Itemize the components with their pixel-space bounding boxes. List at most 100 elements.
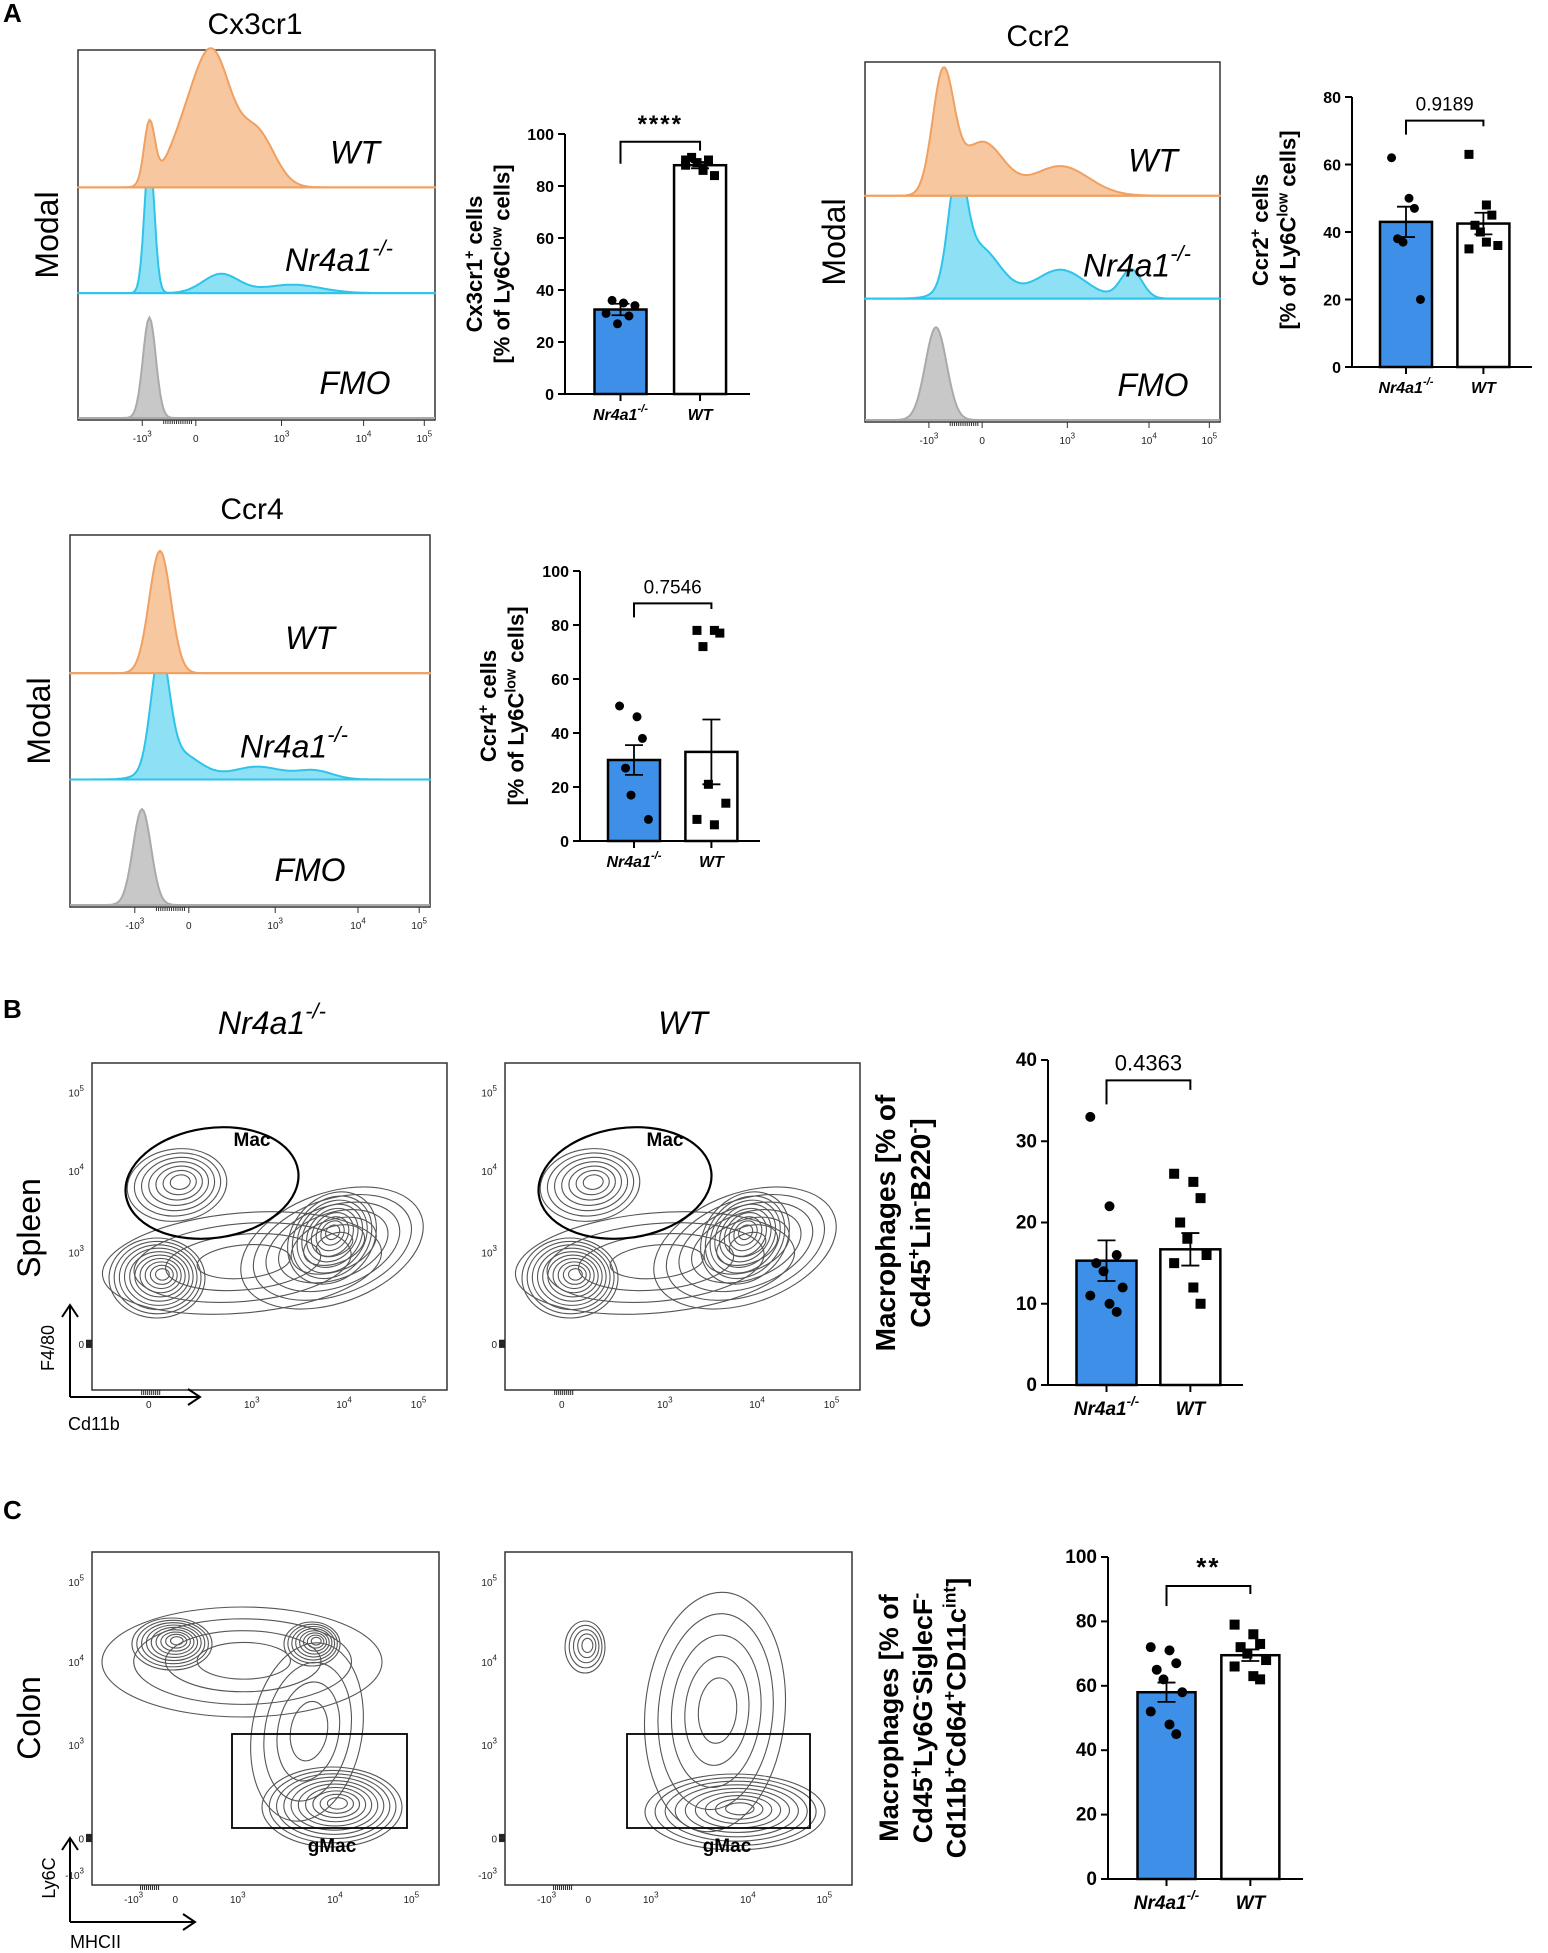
data-point <box>1164 1719 1175 1730</box>
y-tick-label: 40 <box>1076 1740 1097 1761</box>
contour-line <box>725 1802 755 1816</box>
data-point <box>1470 220 1480 230</box>
contour-line <box>148 1161 210 1206</box>
y-tick-label: 104 <box>481 1162 497 1178</box>
bar-nr4a1 <box>1136 1690 1197 1881</box>
data-point <box>1242 1648 1253 1659</box>
contour-line <box>297 1783 373 1827</box>
y-tick-label: 103 <box>481 1737 497 1753</box>
contour-line <box>557 1261 591 1290</box>
x-tick-label: 103 <box>274 429 290 445</box>
data-point <box>615 701 625 711</box>
contour-line <box>196 1641 292 1680</box>
contour-line <box>728 1216 763 1252</box>
contour-line <box>283 1776 385 1835</box>
significance-bracket <box>1105 1079 1192 1105</box>
contour-line <box>733 1220 758 1246</box>
x-tick-label: 104 <box>327 1890 343 1906</box>
y-tick-label: 105 <box>68 1084 84 1100</box>
significance-label: 0.7546 <box>644 577 702 598</box>
contour-line <box>126 1148 228 1222</box>
data-point <box>1151 1664 1162 1675</box>
data-point <box>1195 1193 1206 1204</box>
wt-label: WT <box>285 620 337 656</box>
contour-line <box>101 1211 383 1315</box>
y-tick-label: 105 <box>481 1084 497 1100</box>
contour-line <box>714 1203 777 1268</box>
contour-line <box>276 1681 341 1782</box>
contour-line <box>539 1148 641 1222</box>
contour-line <box>113 1240 202 1315</box>
contour-line <box>320 1220 345 1246</box>
contour-line <box>657 1613 774 1811</box>
y-tick-label: 103 <box>68 1737 84 1753</box>
data-point <box>698 642 708 652</box>
contour-line <box>572 1629 600 1664</box>
y-tick-label: -103 <box>65 1866 84 1882</box>
y-tick-label: 0 <box>1332 360 1341 377</box>
cx3cr1-histogram: Cx3cr1 Modal WT Nr4a1-/- FMO -103 0 103 104 105 <box>29 8 436 445</box>
x-tick-label: 104 <box>749 1395 765 1411</box>
y-tick-label: 80 <box>536 179 554 196</box>
data-point <box>681 155 691 165</box>
f480-arrow <box>61 1303 79 1397</box>
contour-line <box>252 1193 413 1301</box>
x-tick-label: WT <box>1176 1399 1207 1420</box>
y-tick-label: 20 <box>551 780 569 797</box>
data-point <box>1464 149 1474 159</box>
data-point <box>1248 1671 1259 1682</box>
data-point <box>1261 1655 1272 1666</box>
data-point <box>1175 1217 1186 1228</box>
y-tick-label: 0 <box>545 387 554 404</box>
y-tick-label: 80 <box>1076 1611 1097 1632</box>
contour-line <box>165 1633 188 1649</box>
data-point <box>1487 210 1497 220</box>
ly6c-axis-label: Ly6C <box>39 1857 59 1898</box>
y-tick-label: 0 <box>78 1834 84 1845</box>
y-tick-label: 105 <box>481 1573 497 1589</box>
data-point <box>1481 200 1491 210</box>
y-tick-label: 60 <box>551 672 569 689</box>
contour-line <box>291 1195 373 1280</box>
data-point <box>626 790 636 800</box>
data-point <box>1398 237 1408 247</box>
y-axis-label: Ccr4+ cells[% of Ly6Clow cells] <box>476 606 529 805</box>
data-point <box>703 779 713 789</box>
contour-line <box>723 1212 767 1257</box>
data-point <box>1229 1619 1240 1630</box>
contour-line <box>141 1622 206 1665</box>
mac-gate <box>124 1126 300 1240</box>
contour-line <box>577 1633 597 1659</box>
data-point <box>687 152 697 162</box>
data-point <box>1117 1282 1128 1293</box>
data-point <box>698 163 708 173</box>
x-tick-label: 105 <box>417 429 433 445</box>
contour-line <box>526 1240 615 1315</box>
y-tick-label: 60 <box>1076 1676 1097 1697</box>
ccr2-histogram: Ccr2 Modal WT Nr4a1-/- FMO -103 0 103 104 105 <box>816 20 1221 447</box>
data-point <box>1387 153 1397 163</box>
x-tick-label: 105 <box>411 916 427 932</box>
x-tick-label: 0 <box>585 1895 591 1906</box>
y-tick-label: 30 <box>1016 1131 1037 1152</box>
bar-wt <box>1220 1653 1281 1881</box>
data-point <box>709 820 719 830</box>
contour-line <box>290 1780 379 1831</box>
significance-bracket <box>1405 119 1485 135</box>
contour-line <box>709 1199 781 1274</box>
contour-line <box>283 1621 341 1667</box>
data-point <box>1169 1258 1180 1269</box>
histogram-frame <box>864 61 1221 423</box>
mhcii-arrow <box>70 1913 197 1931</box>
data-point <box>1104 1201 1115 1212</box>
contour-line <box>196 1244 291 1280</box>
cx3cr1_bar: 0 20 40 60 80 100 Nr4a1-/- WT **** Cx3cr1+ cells[… <box>462 111 750 424</box>
y-tick-label: 40 <box>1323 225 1341 242</box>
contour-line <box>678 1201 814 1293</box>
data-point <box>1493 241 1503 250</box>
data-point <box>1085 1111 1096 1122</box>
contour-line <box>240 1186 424 1310</box>
contour-line <box>123 1247 194 1306</box>
ccr4_bar: 0 20 40 60 80 100 Nr4a1-/- WT 0.7546 Ccr4+ cells[… <box>476 564 760 871</box>
y-tick-label: 100 <box>542 564 569 581</box>
